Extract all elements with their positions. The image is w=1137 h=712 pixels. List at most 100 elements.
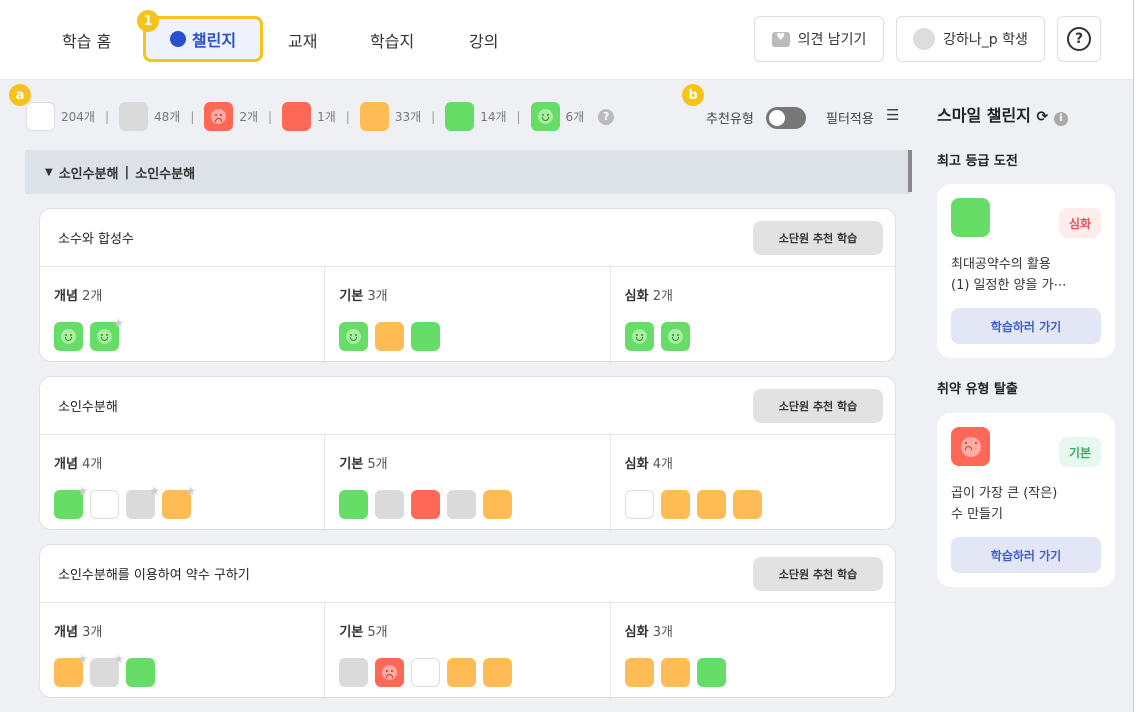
user-name: 강하나_p 학생 [943,32,1028,48]
tile-white[interactable] [624,490,654,519]
smile-face-icon [631,329,647,344]
tile-green[interactable]: ★ [54,484,88,519]
level-column: 심화 3개 [611,603,895,697]
tile-row [339,490,595,519]
best-go-button[interactable]: 학습하러 가기 [951,308,1101,344]
tile-smile[interactable] [530,102,560,131]
level-column: 심화 4개 [611,435,895,529]
tile-orange[interactable] [359,102,389,131]
tile-row [624,322,881,351]
tile-green[interactable] [696,658,726,687]
divider: | [104,109,109,124]
recommend-toggle[interactable] [766,107,806,129]
smile-face-icon [537,109,553,124]
smile-challenge-panel: 스마일 챌린지 ⟳ i 최고 등급 도전 심화 최대공약수의 활용 (1) 일정한… [920,80,1133,712]
level-column: 기본 3개 [325,267,611,361]
tile-smile[interactable] [660,322,690,351]
nav-challenge[interactable]: 챌린지 [143,16,263,62]
help-button[interactable]: ? [1057,16,1101,62]
nav-lecture[interactable]: 강의 [469,32,499,51]
tile-gray[interactable] [119,102,148,131]
tile-red[interactable] [411,490,441,519]
smile-face-icon [667,329,683,344]
recommend-study-button[interactable]: 소단원 추천 학습 [753,220,883,255]
tile-green[interactable] [339,490,369,519]
level-column: 개념 2개 ★ [40,267,326,361]
tile-orange[interactable] [660,490,690,519]
help-icon[interactable]: ? [598,108,615,125]
best-tile [951,198,990,237]
tile-orange[interactable] [624,658,654,687]
tile-green[interactable] [126,658,155,687]
nav-textbook[interactable]: 교재 [288,32,318,51]
tile-green[interactable] [411,322,441,351]
tile-orange[interactable] [732,490,762,519]
tile-row: ★ ★ ★ [54,484,310,519]
best-heading: 최고 등급 도전 [937,154,1018,169]
tile-orange[interactable] [483,658,513,687]
level-label: 심화 3개 [624,625,673,640]
tile-gray[interactable]: ★ [126,484,160,519]
divider: | [124,164,130,180]
refresh-icon[interactable]: ⟳ [1036,109,1049,125]
tile-sad[interactable] [375,658,405,687]
level-columns: 개념 3개 ★ ★ 기본 5개 심화 3개 [40,603,895,697]
feedback-label: 의견 남기기 [797,32,867,48]
tile-orange[interactable] [696,490,726,519]
level-label: 개념 4개 [54,457,103,472]
tile-orange[interactable] [375,322,405,351]
tile-white[interactable] [26,102,55,131]
nav-worksheet[interactable]: 학습지 [370,32,415,51]
tile-gray[interactable] [447,490,477,519]
weak-go-button[interactable]: 학습하러 가기 [951,537,1101,573]
legend-count: 33개 [394,110,422,124]
tile-green[interactable] [445,102,475,131]
tile-row [624,658,881,687]
scrollbar[interactable] [908,150,912,192]
smile-face-icon [346,329,362,344]
tile-orange[interactable]: ★ [162,484,196,519]
tile-red[interactable] [282,102,312,131]
recommend-label: 추천유형 [706,112,754,127]
level-label: 개념 2개 [54,289,103,304]
tile-orange[interactable] [447,658,477,687]
tile-white[interactable] [411,658,441,687]
tile-orange[interactable] [660,658,690,687]
tile-gray[interactable]: ★ [90,652,124,687]
tile-gray[interactable] [375,490,405,519]
divider: | [345,109,350,124]
tile-gray[interactable] [339,658,369,687]
weak-heading: 취약 유형 탈출 [937,382,1018,397]
star-icon: ★ [77,484,88,498]
smile-face-icon [61,329,76,344]
user-button[interactable]: 강하나_p 학생 [896,16,1045,62]
feedback-button[interactable]: ♥ 의견 남기기 [754,16,884,62]
recommend-study-button[interactable]: 소단원 추천 학습 [753,388,883,423]
tile-white[interactable] [90,490,119,519]
tile-orange[interactable]: ★ [54,652,88,687]
avatar [913,28,936,50]
filter-sliders-icon[interactable]: ☰ [886,106,900,124]
tile-smile[interactable] [54,322,83,351]
annotation-badge-a: a [9,84,31,106]
tile-smile[interactable] [339,322,369,351]
nav-label: 챌린지 [191,31,237,50]
card-title: 소인수분해 [58,400,118,415]
section-header[interactable]: ▼ 소인수분해 | 소인수분해 [25,150,910,194]
smile-icon [169,31,186,47]
tile-orange[interactable] [483,490,513,519]
nav-home[interactable]: 학습 홈 [62,32,112,51]
tile-smile[interactable]: ★ [90,316,124,351]
recommend-study-button[interactable]: 소단원 추천 학습 [753,556,883,591]
star-icon: ★ [77,652,88,666]
tile-smile[interactable] [624,322,654,351]
tile-sad[interactable] [204,102,234,131]
heart-message-icon: ♥ [771,31,790,47]
card-title: 소수와 합성수 [58,232,134,247]
star-icon: ★ [113,316,124,330]
level-column: 기본 5개 [325,603,611,697]
level-badge: 기본 [1059,437,1101,467]
filter-label[interactable]: 필터적용 [826,112,874,127]
divider: | [190,109,195,124]
level-label: 개념 3개 [54,625,103,640]
